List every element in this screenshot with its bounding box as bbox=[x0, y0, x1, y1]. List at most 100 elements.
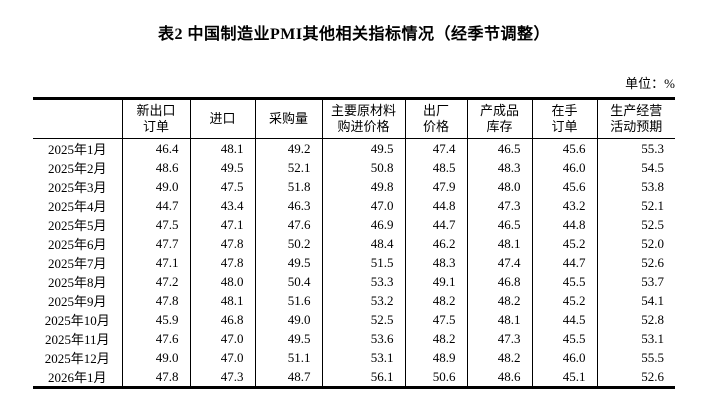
value-cell: 48.1 bbox=[190, 138, 256, 158]
value-cell: 47.8 bbox=[122, 291, 191, 310]
value-cell: 50.4 bbox=[255, 272, 323, 291]
value-cell: 50.8 bbox=[322, 158, 406, 177]
value-cell: 46.4 bbox=[122, 138, 191, 158]
table-row: 2025年1月 46.4 48.1 49.2 49.5 47.4 46.5 45.6 55.3 bbox=[33, 138, 675, 158]
value-cell: 46.3 bbox=[255, 196, 323, 215]
value-cell: 48.9 bbox=[405, 348, 468, 367]
row-label-month: 2025年10月 bbox=[33, 310, 123, 329]
value-cell: 46.5 bbox=[467, 138, 533, 158]
value-cell: 53.8 bbox=[641, 178, 664, 194]
value-cell: 52.5 bbox=[641, 216, 664, 232]
value-cell: 49.0 bbox=[122, 177, 191, 196]
value-cell: 47.4 bbox=[405, 138, 468, 158]
value-cell: 53.6 bbox=[322, 329, 406, 348]
value-cell: 49.0 bbox=[122, 348, 191, 367]
value-cell: 52.1 bbox=[255, 158, 323, 177]
value-cell: 46.8 bbox=[467, 272, 533, 291]
column-header: 在手 订单 bbox=[532, 98, 598, 139]
value-cell: 47.1 bbox=[122, 253, 191, 272]
row-label-month: 2026年1月 bbox=[33, 367, 123, 388]
value-cell: 47.3 bbox=[467, 196, 533, 215]
value-cell: 46.5 bbox=[467, 215, 533, 234]
value-cell: 52.6 bbox=[641, 254, 664, 270]
value-cell: 46.0 bbox=[532, 158, 598, 177]
column-header: 生产经营 活动预期 bbox=[610, 102, 663, 134]
value-cell: 53.2 bbox=[322, 291, 406, 310]
value-cell: 45.2 bbox=[532, 291, 598, 310]
value-cell: 45.5 bbox=[532, 272, 598, 291]
value-cell: 48.5 bbox=[405, 158, 468, 177]
value-cell: 45.2 bbox=[532, 234, 598, 253]
unit-label: 单位：% bbox=[625, 76, 675, 91]
row-label-month: 2025年4月 bbox=[33, 196, 123, 215]
value-cell: 49.0 bbox=[255, 310, 323, 329]
value-cell: 48.4 bbox=[322, 234, 406, 253]
value-cell: 43.4 bbox=[190, 196, 256, 215]
row-label-month: 2025年12月 bbox=[33, 348, 123, 367]
value-cell: 44.5 bbox=[532, 310, 598, 329]
value-cell: 48.1 bbox=[467, 310, 533, 329]
value-cell: 49.2 bbox=[255, 138, 323, 158]
table-row: 2026年1月 47.8 47.3 48.7 56.1 50.6 48.6 45.1 52.6 bbox=[33, 367, 675, 388]
table-row: 2025年7月 47.1 47.8 49.5 51.5 48.3 47.4 44.7 52.6 bbox=[33, 253, 675, 272]
value-cell: 48.2 bbox=[467, 291, 533, 310]
value-cell: 48.6 bbox=[467, 367, 533, 388]
value-cell: 43.2 bbox=[532, 196, 598, 215]
value-cell: 46.2 bbox=[405, 234, 468, 253]
value-cell: 48.2 bbox=[467, 348, 533, 367]
value-cell: 45.9 bbox=[122, 310, 191, 329]
column-header: 产成品 库存 bbox=[467, 98, 533, 139]
value-cell: 45.6 bbox=[532, 138, 598, 158]
value-cell: 48.3 bbox=[467, 158, 533, 177]
value-cell: 53.3 bbox=[322, 272, 406, 291]
value-cell: 48.0 bbox=[190, 272, 256, 291]
value-cell: 44.8 bbox=[405, 196, 468, 215]
table-row: 2025年11月 47.6 47.0 49.5 53.6 48.2 47.3 45.5 53.1 bbox=[33, 329, 675, 348]
table-row: 2025年3月 49.0 47.5 51.8 49.8 47.9 48.0 45.6 53.8 bbox=[33, 177, 675, 196]
value-cell: 48.7 bbox=[255, 367, 323, 388]
column-header: 新出口 订单 bbox=[122, 98, 191, 139]
value-cell: 47.6 bbox=[255, 215, 323, 234]
value-cell: 52.8 bbox=[641, 311, 664, 327]
table-row: 2025年10月 45.9 46.8 49.0 52.5 47.5 48.1 44.5 52.8 bbox=[33, 310, 675, 329]
value-cell: 45.1 bbox=[532, 367, 598, 388]
value-cell: 47.0 bbox=[322, 196, 406, 215]
value-cell: 47.3 bbox=[467, 329, 533, 348]
value-cell: 47.5 bbox=[122, 215, 191, 234]
column-header: 进口 bbox=[190, 98, 256, 139]
value-cell: 55.5 bbox=[641, 349, 664, 365]
header-row: 新出口 订单 进口 采购量 主要原材料 购进价格 出厂 价格 产成品 库存 在手 订单 生产经… bbox=[33, 98, 675, 139]
value-cell: 52.0 bbox=[641, 235, 664, 251]
value-cell: 47.1 bbox=[190, 215, 256, 234]
table-row: 2025年8月 47.2 48.0 50.4 53.3 49.1 46.8 45.5 53.7 bbox=[33, 272, 675, 291]
value-cell: 50.6 bbox=[405, 367, 468, 388]
value-cell: 44.7 bbox=[122, 196, 191, 215]
value-cell: 47.4 bbox=[467, 253, 533, 272]
value-cell: 48.0 bbox=[467, 177, 533, 196]
row-label-month: 2025年8月 bbox=[33, 272, 123, 291]
value-cell: 47.8 bbox=[122, 367, 191, 388]
value-cell: 50.2 bbox=[255, 234, 323, 253]
value-cell: 47.8 bbox=[190, 234, 256, 253]
value-cell: 52.5 bbox=[322, 310, 406, 329]
value-cell: 54.1 bbox=[641, 292, 664, 308]
value-cell: 56.1 bbox=[322, 367, 406, 388]
value-cell: 49.1 bbox=[405, 272, 468, 291]
value-cell: 52.1 bbox=[641, 197, 664, 213]
table-row: 2025年5月 47.5 47.1 47.6 46.9 44.7 46.5 44.8 52.5 bbox=[33, 215, 675, 234]
value-cell: 49.5 bbox=[255, 253, 323, 272]
table-row: 2025年6月 47.7 47.8 50.2 48.4 46.2 48.1 45.2 52.0 bbox=[33, 234, 675, 253]
value-cell: 49.5 bbox=[190, 158, 256, 177]
value-cell: 44.7 bbox=[532, 253, 598, 272]
value-cell: 51.1 bbox=[255, 348, 323, 367]
table-title: 表2 中国制造业PMI其他相关指标情况（经季节调整） bbox=[157, 26, 551, 43]
value-cell: 53.7 bbox=[641, 273, 664, 289]
value-cell: 48.6 bbox=[122, 158, 191, 177]
value-cell: 46.0 bbox=[532, 348, 598, 367]
row-label-month: 2025年5月 bbox=[33, 215, 123, 234]
value-cell: 51.6 bbox=[255, 291, 323, 310]
value-cell: 46.9 bbox=[322, 215, 406, 234]
table-body: 2025年1月 46.4 48.1 49.2 49.5 47.4 46.5 45.6 55.3 2… bbox=[33, 138, 675, 388]
value-cell: 46.8 bbox=[190, 310, 256, 329]
